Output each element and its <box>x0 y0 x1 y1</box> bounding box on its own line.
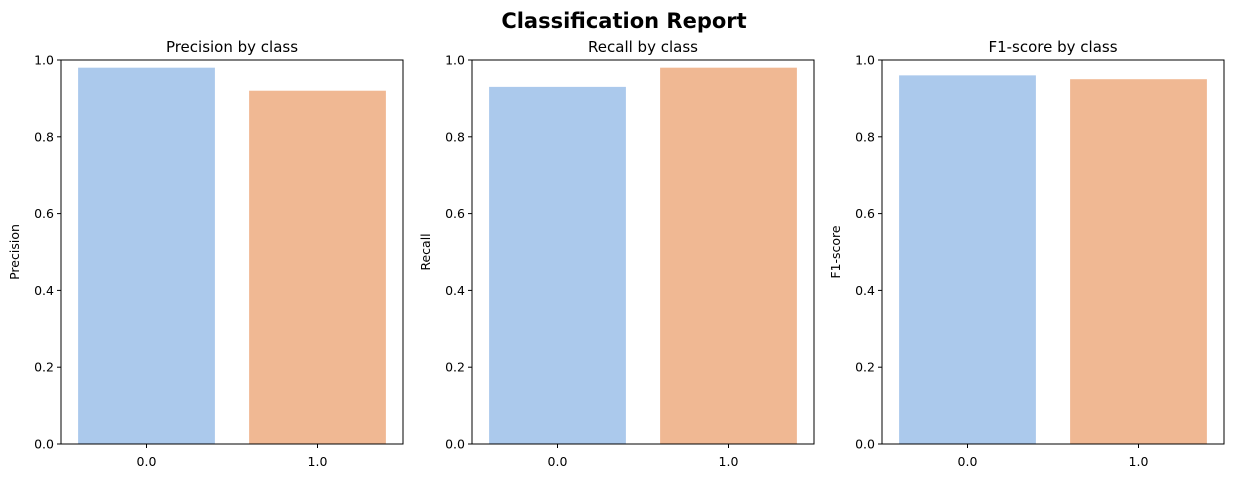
y-tick-label: 0.0 <box>445 437 465 452</box>
subplot-title: F1-score by class <box>988 38 1117 56</box>
bar-class-0.0 <box>489 86 626 444</box>
x-tick-label: 1.0 <box>308 454 328 469</box>
subplot-2: 0.0 0.2 0.4 0.6 0.8 1.0 0.0 1.0 Recall by class R… <box>418 38 815 469</box>
bar-class-1.0 <box>249 90 386 444</box>
y-tick-label: 0.6 <box>445 206 465 221</box>
y-tick-label: 0.4 <box>855 283 875 298</box>
y-tick-label: 0.8 <box>34 129 54 144</box>
y-axis-label: Precision <box>7 224 22 280</box>
axes-frame <box>881 59 1225 445</box>
bar-class-1.0 <box>660 67 797 445</box>
bar-class-0.0 <box>78 67 215 445</box>
bar-class-1.0 <box>1070 79 1207 444</box>
axes-frame <box>471 59 815 445</box>
subplot-title: Recall by class <box>588 38 698 56</box>
subplot-title: Precision by class <box>166 38 298 56</box>
y-axis-label: F1-score <box>828 225 843 279</box>
x-tick-label: 1.0 <box>1129 454 1149 469</box>
subplot-1: 0.0 0.2 0.4 0.6 0.8 1.0 0.0 1.0 Precision by cla… <box>7 38 404 469</box>
y-tick-label: 0.2 <box>34 360 54 375</box>
y-tick-label: 0.0 <box>855 437 875 452</box>
bar-class-0.0 <box>899 75 1036 445</box>
x-tick-label: 0.0 <box>958 454 978 469</box>
figure-title: Classification Report <box>501 9 746 33</box>
y-tick-label: 0.4 <box>34 283 54 298</box>
y-tick-label: 0.2 <box>445 360 465 375</box>
y-axis-label: Recall <box>418 233 433 270</box>
y-tick-label: 0.0 <box>34 437 54 452</box>
y-tick-label: 0.8 <box>445 129 465 144</box>
axes-frame <box>60 59 404 445</box>
x-tick-label: 0.0 <box>137 454 157 469</box>
y-tick-label: 0.2 <box>855 360 875 375</box>
y-tick-label: 1.0 <box>855 53 875 68</box>
x-tick-label: 1.0 <box>719 454 739 469</box>
y-tick-label: 0.6 <box>34 206 54 221</box>
y-tick-label: 0.4 <box>445 283 465 298</box>
y-tick-label: 1.0 <box>34 53 54 68</box>
y-tick-label: 0.8 <box>855 129 875 144</box>
x-tick-label: 0.0 <box>548 454 568 469</box>
subplot-3: 0.0 0.2 0.4 0.6 0.8 1.0 0.0 1.0 F1-score by clas… <box>828 38 1225 469</box>
y-tick-label: 1.0 <box>445 53 465 68</box>
y-tick-label: 0.6 <box>855 206 875 221</box>
